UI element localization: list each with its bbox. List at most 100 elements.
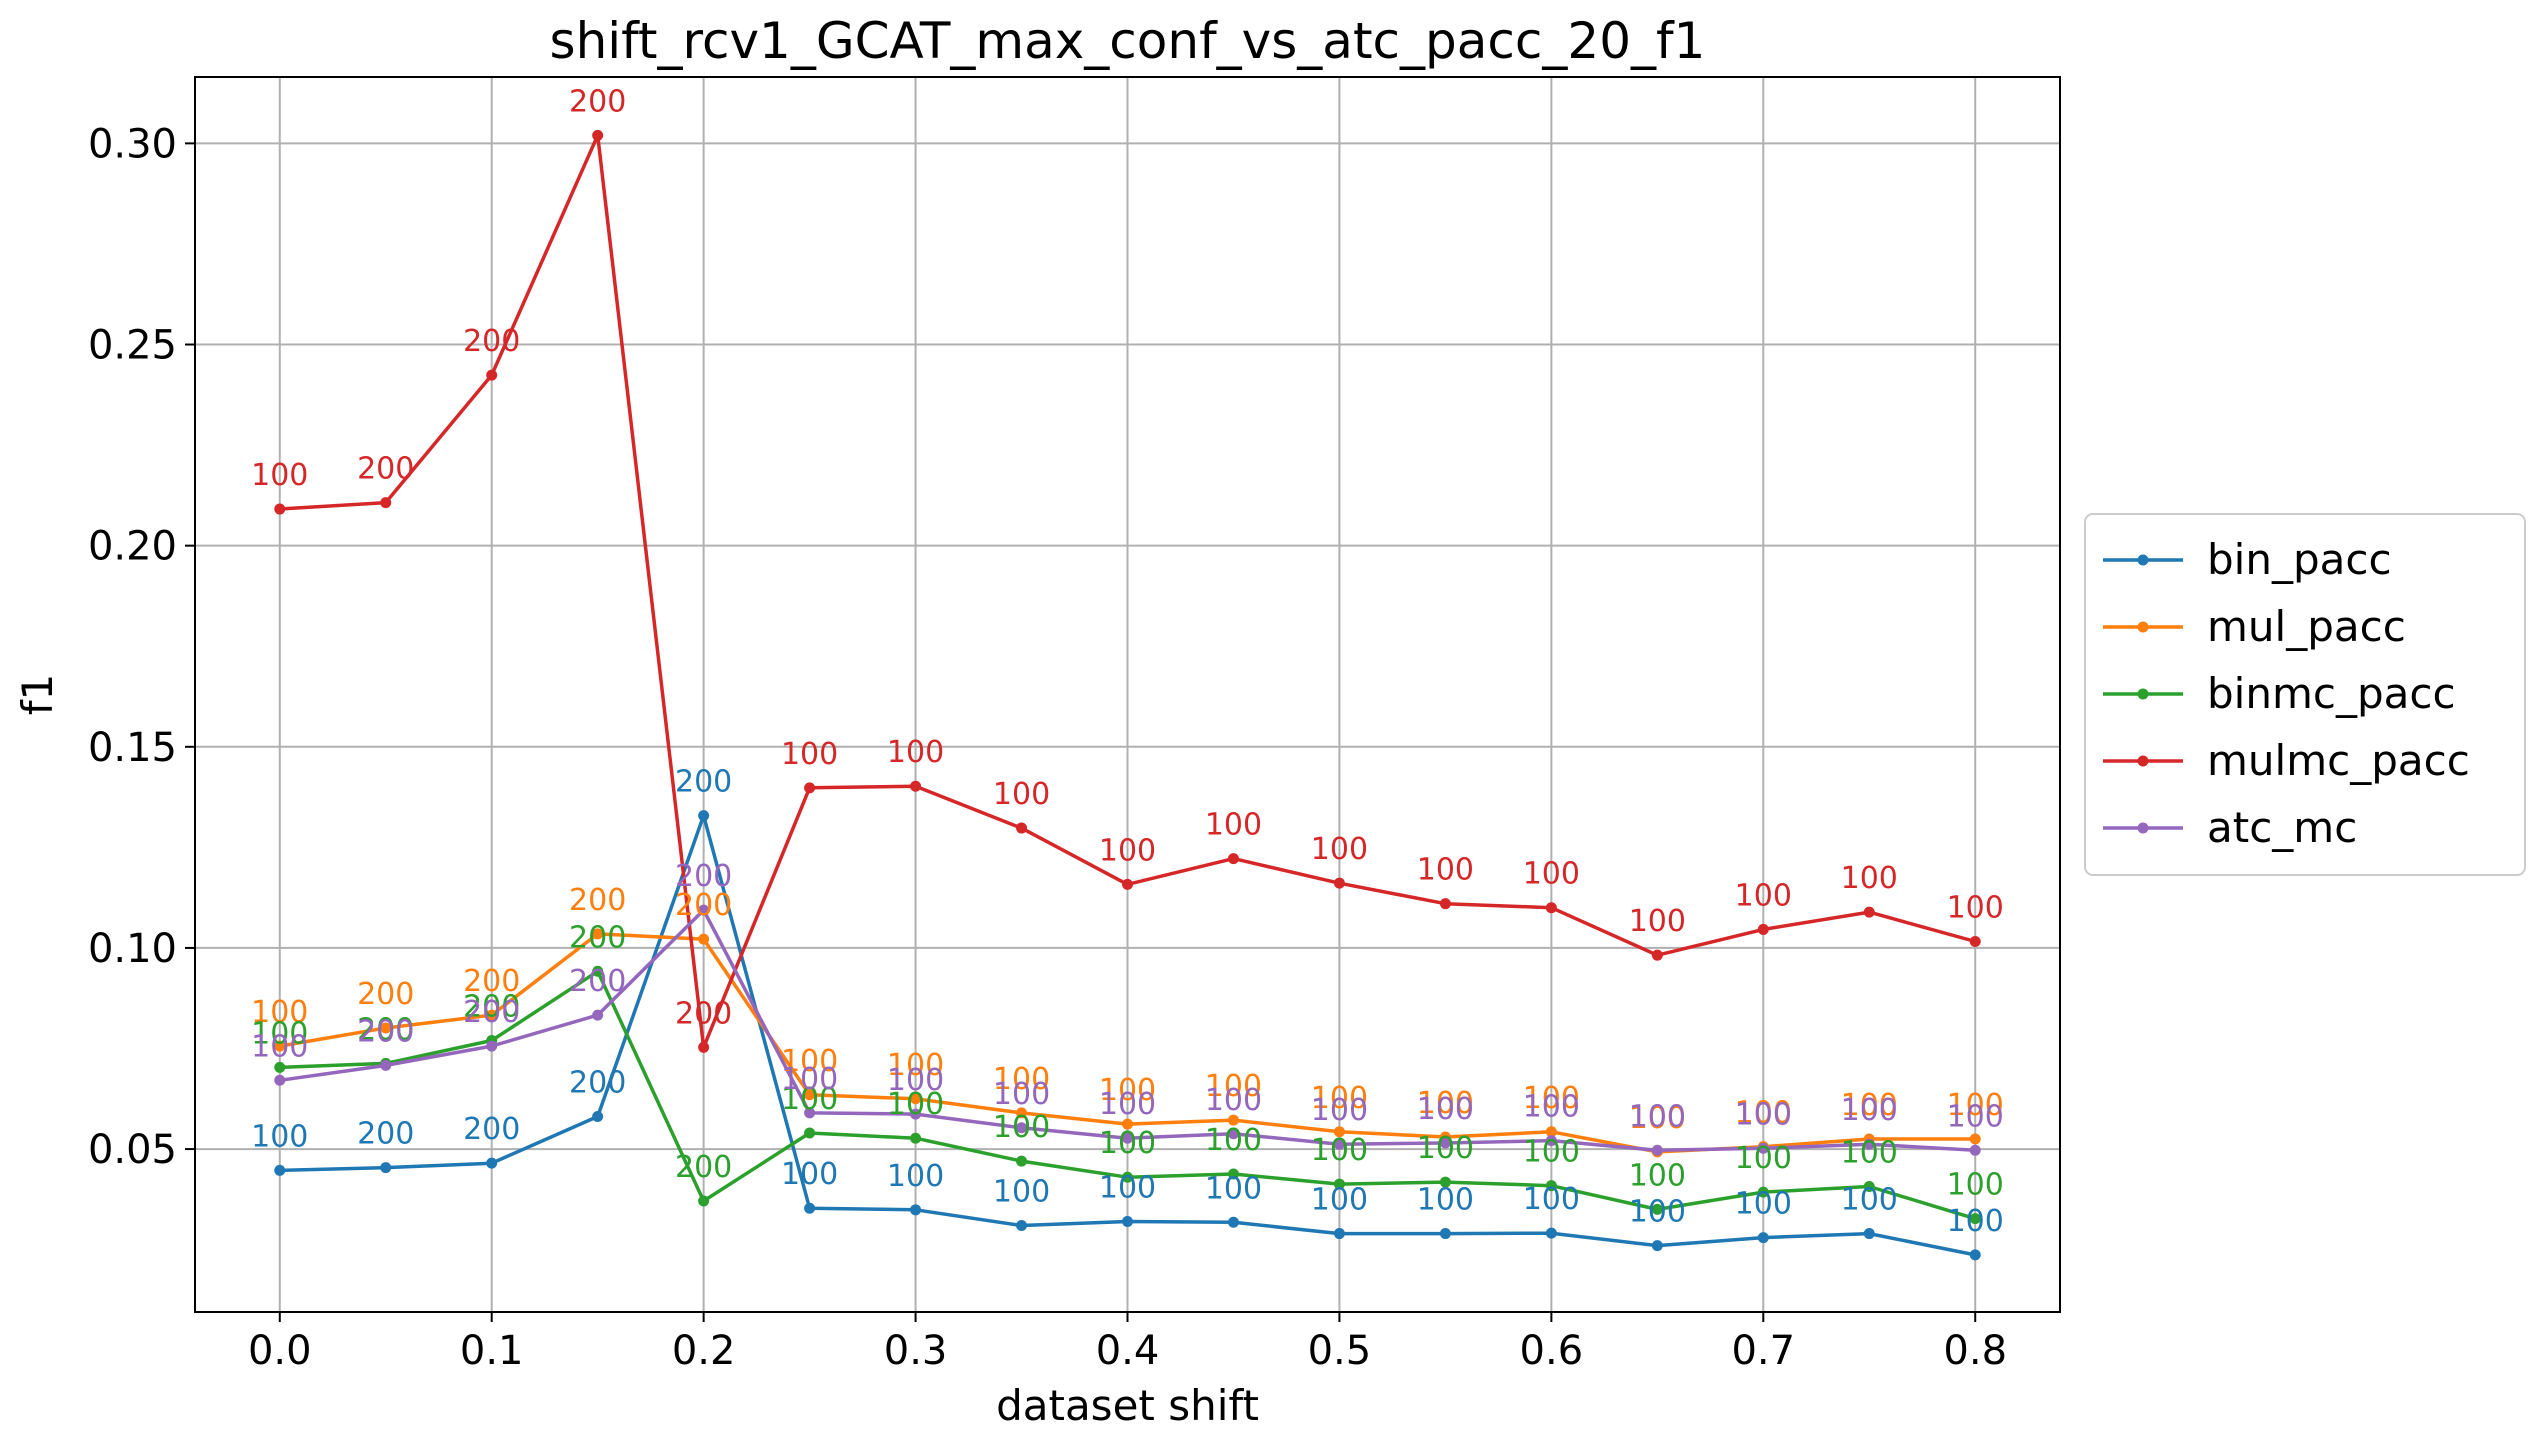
y-tick-label: 0.25	[88, 323, 177, 369]
data-point-mul_pacc	[1545, 1126, 1557, 1138]
data-label-mul_pacc: 100	[1099, 1073, 1156, 1108]
data-label-mul_pacc: 200	[357, 977, 414, 1012]
data-point-atc_mc	[804, 1107, 816, 1119]
axis-ticks: 0.0 0.1 0.2 0.3 0.4 0.5 0.6 0.7 0.8 0.05 0.10 0.15 0…	[88, 121, 2007, 1374]
x-tick-label: 0.6	[1520, 1328, 1584, 1374]
data-label-atc_mc: 200	[675, 859, 732, 894]
data-point-binmc_pacc	[910, 1132, 922, 1144]
data-point-binmc_pacc	[1016, 1155, 1028, 1167]
data-point-binmc_pacc	[274, 1061, 286, 1073]
data-point-atc_mc	[486, 1040, 498, 1052]
data-label-binmc_pacc: 100	[1523, 1135, 1580, 1170]
data-point-mul_pacc	[1969, 1133, 1981, 1145]
legend-label-bin_pacc: bin_pacc	[2207, 535, 2392, 584]
data-label-atc_mc: 100	[887, 1063, 944, 1098]
data-point-bin_pacc	[698, 810, 710, 822]
data-label-bin_pacc: 200	[463, 1112, 520, 1147]
data-point-mulmc_pacc	[274, 503, 286, 515]
data-label-atc_mc: 100	[1629, 1099, 1686, 1134]
data-label-mul_pacc: 100	[1735, 1096, 1792, 1131]
legend-label-atc_mc: atc_mc	[2207, 803, 2357, 852]
data-point-bin_pacc	[1757, 1232, 1769, 1244]
data-label-bin_pacc: 200	[357, 1117, 414, 1152]
data-point-mulmc_pacc	[698, 1041, 710, 1053]
legend-label-binmc_pacc: binmc_pacc	[2207, 669, 2456, 718]
data-label-mulmc_pacc: 100	[1417, 853, 1474, 888]
data-label-mul_pacc: 100	[1629, 1101, 1686, 1136]
data-label-atc_mc: 100	[1947, 1099, 2004, 1134]
data-label-mulmc_pacc: 100	[1629, 904, 1686, 939]
y-tick-label: 0.10	[88, 926, 177, 972]
data-label-mul_pacc: 200	[569, 883, 626, 918]
data-point-binmc_pacc	[1227, 1168, 1239, 1180]
data-label-bin_pacc: 100	[1311, 1183, 1368, 1218]
data-label-binmc_pacc: 100	[887, 1087, 944, 1122]
x-tick-label: 0.5	[1308, 1328, 1372, 1374]
data-label-mul_pacc: 100	[251, 995, 308, 1030]
data-label-mul_pacc: 100	[1205, 1069, 1262, 1104]
data-point-atc_mc	[1969, 1144, 1981, 1156]
data-label-mulmc_pacc: 100	[1735, 878, 1792, 913]
legend-label-mul_pacc: mul_pacc	[2207, 602, 2406, 651]
data-point-binmc_pacc	[1122, 1171, 1133, 1183]
data-label-bin_pacc: 100	[1099, 1170, 1156, 1205]
legend-marker-mulmc_pacc	[2137, 755, 2149, 767]
data-point-bin_pacc	[1227, 1216, 1239, 1228]
data-point-mulmc_pacc	[910, 780, 922, 792]
data-label-binmc_pacc: 100	[781, 1082, 838, 1117]
data-point-mul_pacc	[698, 933, 710, 945]
data-point-binmc_pacc	[1757, 1186, 1769, 1198]
data-label-atc_mc: 100	[1311, 1093, 1368, 1128]
data-point-binmc_pacc	[1863, 1180, 1875, 1192]
data-label-mul_pacc: 200	[463, 964, 520, 999]
data-label-binmc_pacc: 100	[1629, 1158, 1686, 1193]
data-point-bin_pacc	[1122, 1215, 1133, 1227]
data-label-binmc_pacc: 100	[1735, 1141, 1792, 1176]
data-point-mulmc_pacc	[592, 129, 604, 141]
legend-marker-bin_pacc	[2137, 554, 2149, 566]
data-label-atc_mc: 200	[357, 1014, 414, 1049]
data-point-bin_pacc	[1545, 1227, 1557, 1239]
data-point-bin_pacc	[274, 1164, 286, 1176]
data-point-bin_pacc	[910, 1204, 922, 1216]
data-label-atc_mc: 100	[1523, 1090, 1580, 1125]
data-label-binmc_pacc: 200	[463, 989, 520, 1024]
data-point-binmc_pacc	[698, 1195, 710, 1207]
data-point-atc_mc	[698, 904, 710, 916]
data-point-bin_pacc	[1333, 1228, 1345, 1240]
data-label-mul_pacc: 200	[675, 888, 732, 923]
data-point-mulmc_pacc	[804, 782, 816, 794]
data-label-mulmc_pacc: 100	[1523, 857, 1580, 892]
data-label-binmc_pacc: 100	[251, 1016, 308, 1051]
data-point-mul_pacc	[1333, 1126, 1345, 1138]
data-point-bin_pacc	[1651, 1240, 1663, 1252]
x-tick-label: 0.3	[884, 1328, 948, 1374]
data-label-atc_mc: 100	[1205, 1083, 1262, 1118]
data-point-atc_mc	[1439, 1137, 1451, 1149]
data-label-atc_mc: 100	[993, 1077, 1050, 1112]
data-label-bin_pacc: 100	[1205, 1171, 1262, 1206]
data-label-binmc_pacc: 100	[993, 1110, 1050, 1145]
data-point-bin_pacc	[1439, 1228, 1451, 1240]
x-tick-label: 0.0	[248, 1328, 312, 1374]
data-point-mulmc_pacc	[1863, 906, 1875, 918]
data-label-binmc_pacc: 100	[1311, 1133, 1368, 1168]
data-point-binmc_pacc	[1969, 1213, 1981, 1225]
data-point-binmc_pacc	[804, 1127, 816, 1139]
data-label-mul_pacc: 100	[1841, 1088, 1898, 1123]
data-label-bin_pacc: 100	[1629, 1195, 1686, 1230]
data-label-bin_pacc: 200	[675, 765, 732, 800]
data-label-mul_pacc: 100	[1947, 1088, 2004, 1123]
data-label-mul_pacc: 100	[1311, 1081, 1368, 1116]
data-point-bin_pacc	[592, 1110, 604, 1122]
data-point-bin_pacc	[1016, 1220, 1028, 1232]
data-label-bin_pacc: 100	[1947, 1204, 2004, 1239]
data-point-mulmc_pacc	[1016, 822, 1028, 834]
data-label-mulmc_pacc: 100	[1099, 833, 1156, 868]
data-point-mul_pacc	[1122, 1118, 1133, 1130]
x-tick-label: 0.2	[672, 1328, 736, 1374]
data-label-atc_mc: 100	[1417, 1092, 1474, 1127]
data-label-bin_pacc: 100	[1735, 1187, 1792, 1222]
data-point-mulmc_pacc	[1122, 878, 1133, 890]
data-label-binmc_pacc: 100	[1947, 1168, 2004, 1203]
